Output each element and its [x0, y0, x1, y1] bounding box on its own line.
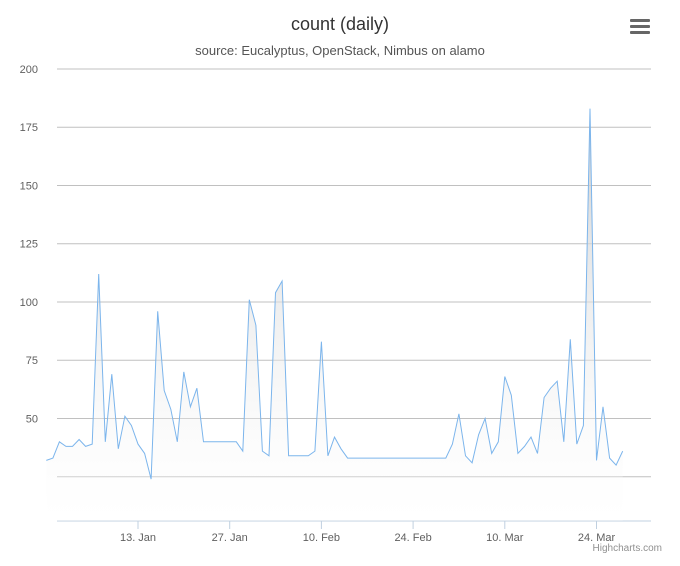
y-tick-label: 75	[26, 355, 38, 367]
menu-bar	[630, 19, 650, 22]
menu-bar	[630, 25, 650, 28]
y-tick-label: 200	[20, 64, 38, 76]
chart-title: count (daily)	[290, 14, 390, 34]
y-tick-label: 150	[20, 180, 38, 192]
x-tick-label: 27. Jan	[212, 532, 248, 544]
x-tick-label: 13. Jan	[120, 532, 156, 544]
x-tick-label: 24. Mar	[578, 532, 616, 544]
series-area	[46, 108, 623, 521]
y-tick-label: 100	[20, 297, 38, 309]
y-tick-label: 125	[20, 239, 38, 251]
x-tick-label: 10. Feb	[303, 532, 340, 544]
hamburger-menu-icon[interactable]	[628, 16, 652, 40]
y-tick-label: 50	[26, 413, 38, 425]
x-tick-label: 24. Feb	[394, 532, 431, 544]
series-line	[46, 108, 624, 480]
x-tick-label: 10. Mar	[486, 532, 524, 544]
credits-link[interactable]: Highcharts.com	[592, 543, 662, 554]
chart-subtitle: source: Eucalyptus, OpenStack, Nimbus on…	[195, 43, 485, 58]
menu-bar	[630, 31, 650, 34]
y-tick-label: 175	[20, 122, 38, 134]
